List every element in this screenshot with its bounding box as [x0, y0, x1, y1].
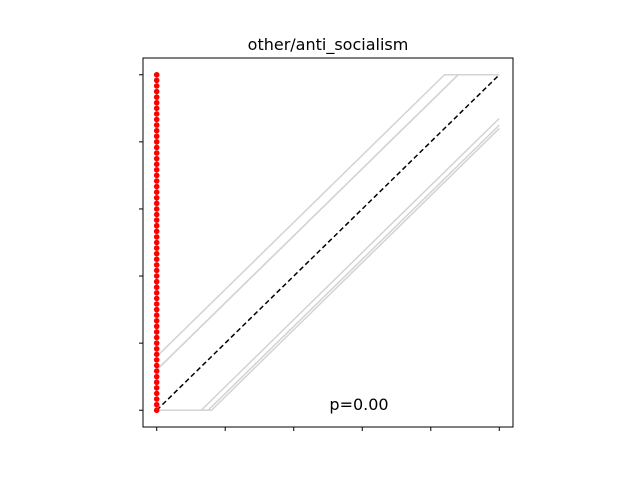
- observed-point: [153, 189, 160, 195]
- observed-point: [153, 312, 160, 318]
- observed-point: [153, 301, 160, 307]
- observed-point: [153, 99, 160, 106]
- observed-point: [153, 379, 160, 386]
- observed-point: [153, 178, 160, 184]
- observed-point: [153, 172, 160, 179]
- observed-point: [153, 88, 160, 95]
- observed-point: [153, 116, 160, 123]
- observed-point: [153, 295, 160, 302]
- observed-point: [153, 262, 160, 268]
- observed-point: [153, 217, 160, 223]
- observed-point: [153, 211, 160, 218]
- observed-point: [153, 273, 160, 279]
- envelope-line: [156, 74, 500, 371]
- observed-point: [153, 139, 160, 145]
- observed-point: [153, 357, 160, 363]
- observed-point: [153, 239, 160, 246]
- observed-point: [153, 234, 160, 240]
- observed-point: [153, 71, 160, 78]
- observed-point: [153, 340, 160, 346]
- observed-point: [153, 144, 160, 151]
- chart-title: other/anti_socialism: [248, 35, 409, 55]
- observed-point: [153, 250, 160, 257]
- observed-point: [153, 368, 160, 374]
- observed-point: [153, 284, 160, 291]
- observed-point: [153, 167, 160, 173]
- observed-point: [153, 373, 160, 380]
- observed-point: [153, 401, 160, 408]
- observed-point: [153, 345, 160, 352]
- observed-point: [153, 161, 160, 168]
- observed-point: [153, 390, 160, 397]
- observed-point: [153, 334, 160, 341]
- observed-point: [153, 183, 160, 190]
- observed-point: [153, 222, 160, 229]
- reference-diagonal-line: [156, 74, 500, 411]
- plot-area: [153, 71, 500, 414]
- observed-point: [153, 245, 160, 251]
- observed-point: [153, 94, 160, 100]
- observed-point: [153, 351, 160, 358]
- observed-point: [153, 122, 160, 128]
- observed-point: [153, 77, 160, 84]
- observed-point: [153, 83, 160, 89]
- axis-ticks: [139, 74, 500, 431]
- observed-point: [153, 111, 160, 117]
- axes-frame: [142, 57, 514, 428]
- envelope-line: [156, 117, 500, 411]
- observed-point: [153, 306, 160, 313]
- observed-point: [153, 105, 160, 112]
- observed-point: [153, 385, 160, 391]
- p-value-annotation: p=0.00: [329, 395, 388, 414]
- observed-point: [153, 290, 160, 296]
- envelope-line: [156, 127, 500, 411]
- observed-point: [153, 228, 160, 235]
- observed-point: [153, 407, 160, 414]
- observed-point: [153, 150, 160, 156]
- observed-point: [153, 278, 160, 285]
- observed-point: [153, 323, 160, 330]
- observed-point: [153, 317, 160, 324]
- observed-point: [153, 200, 160, 207]
- envelope-line: [156, 74, 500, 371]
- observed-point: [153, 127, 160, 134]
- observed-point: [153, 155, 160, 162]
- observed-point: [153, 329, 160, 335]
- observed-point: [153, 267, 160, 274]
- envelope-line: [156, 74, 500, 358]
- observed-point: [153, 194, 160, 201]
- observed-point: [153, 206, 160, 212]
- observed-point: [153, 133, 160, 140]
- observed-point: [153, 256, 160, 263]
- observed-point: [153, 396, 160, 402]
- observed-point: [153, 362, 160, 369]
